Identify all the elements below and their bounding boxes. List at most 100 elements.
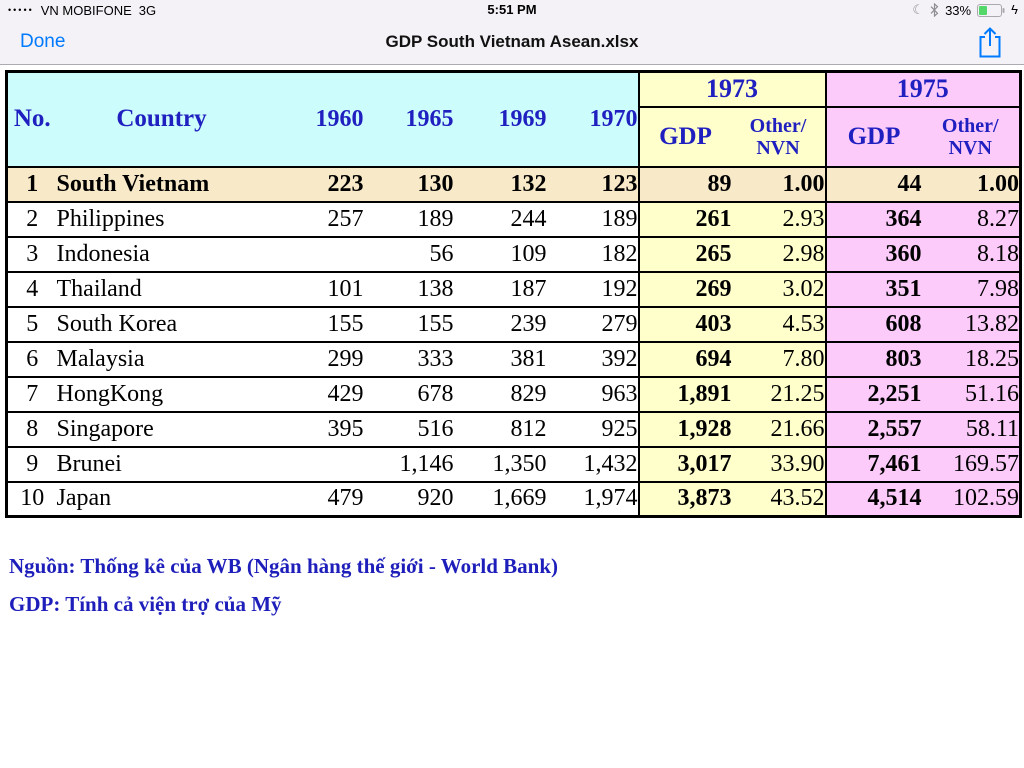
header-no: No. <box>6 71 57 167</box>
share-button[interactable] <box>974 26 1006 60</box>
table-header: No. Country 1960 1965 1969 1970 1973 197… <box>6 71 1021 167</box>
value-cell: 109 <box>453 235 547 272</box>
clock: 5:51 PM <box>487 2 537 17</box>
row-number-cell: 4 <box>6 270 57 307</box>
value-cell: 429 <box>266 375 364 412</box>
table-row: 5 South Korea 155 155 239 279 403 4.53 608 13.82 <box>6 305 1021 342</box>
value-cell: 13.82 <box>921 305 1021 342</box>
value-cell: 1,146 <box>363 445 454 482</box>
network-label: 3G <box>138 2 157 18</box>
country-cell: South Korea <box>56 305 267 342</box>
value-cell: 479 <box>266 480 364 517</box>
row-number-cell: 2 <box>6 200 57 237</box>
header-gdp-1975: GDP <box>824 106 922 167</box>
country-cell: South Vietnam <box>56 165 267 202</box>
value-cell: 169.57 <box>921 445 1021 482</box>
value-cell: 269 <box>637 270 732 307</box>
value-cell: 403 <box>637 305 732 342</box>
value-cell: 7.98 <box>921 270 1021 307</box>
header-gdp-1973: GDP <box>637 106 732 167</box>
country-cell: Philippines <box>56 200 267 237</box>
value-cell: 351 <box>824 270 922 307</box>
battery-icon <box>977 3 1005 17</box>
country-cell: Singapore <box>56 410 267 447</box>
country-cell: Brunei <box>56 445 267 482</box>
header-other-line1: Other/ <box>941 114 999 137</box>
value-cell: 192 <box>546 270 639 307</box>
battery-percent-label: 33% <box>945 2 972 18</box>
done-button[interactable]: Done <box>20 20 65 64</box>
value-cell: 1,891 <box>637 375 732 412</box>
value-cell: 4,514 <box>824 480 922 517</box>
value-cell: 155 <box>363 305 454 342</box>
value-cell: 392 <box>546 340 639 377</box>
value-cell: 920 <box>363 480 454 517</box>
row-number-cell: 8 <box>6 410 57 447</box>
value-cell: 7.80 <box>731 340 826 377</box>
value-cell: 43.52 <box>731 480 826 517</box>
row-number-cell: 10 <box>6 480 57 517</box>
value-cell <box>266 445 364 482</box>
header-country: Country <box>56 71 267 167</box>
value-cell: 101 <box>266 270 364 307</box>
value-cell: 130 <box>363 165 454 202</box>
value-cell: 299 <box>266 340 364 377</box>
country-cell: Indonesia <box>56 235 267 272</box>
value-cell: 3,873 <box>637 480 732 517</box>
status-bar: ••••• VN MOBIFONE 3G 5:51 PM ☾ 33% ϟ <box>0 0 1024 20</box>
value-cell: 1,928 <box>637 410 732 447</box>
row-number-cell: 6 <box>6 340 57 377</box>
value-cell: 4.53 <box>731 305 826 342</box>
header-other-1975: Other/ NVN <box>921 106 1021 167</box>
row-number-cell: 3 <box>6 235 57 272</box>
header-other-line2: NVN <box>756 136 800 159</box>
bluetooth-icon <box>930 3 939 17</box>
value-cell: 261 <box>637 200 732 237</box>
table-row: 4 Thailand 101 138 187 192 269 3.02 351 7.98 <box>6 270 1021 307</box>
header-year-1970: 1970 <box>546 71 639 167</box>
value-cell: 187 <box>453 270 547 307</box>
value-cell: 381 <box>453 340 547 377</box>
value-cell: 925 <box>546 410 639 447</box>
value-cell: 239 <box>453 305 547 342</box>
header-year-1960: 1960 <box>266 71 364 167</box>
value-cell: 2.98 <box>731 235 826 272</box>
header-other-line1: Other/ <box>749 114 807 137</box>
value-cell: 123 <box>546 165 639 202</box>
status-left: ••••• VN MOBIFONE 3G <box>8 0 156 20</box>
value-cell: 102.59 <box>921 480 1021 517</box>
table-row: 6 Malaysia 299 333 381 392 694 7.80 803 18.25 <box>6 340 1021 377</box>
header-year-1969: 1969 <box>453 71 547 167</box>
country-cell: HongKong <box>56 375 267 412</box>
value-cell: 2.93 <box>731 200 826 237</box>
nav-bar: Done GDP South Vietnam Asean.xlsx <box>0 20 1024 65</box>
value-cell: 18.25 <box>921 340 1021 377</box>
header-other-line2: NVN <box>948 136 992 159</box>
value-cell: 2,557 <box>824 410 922 447</box>
table-row: 3 Indonesia 56 109 182 265 2.98 360 8.18 <box>6 235 1021 272</box>
country-cell: Malaysia <box>56 340 267 377</box>
value-cell: 223 <box>266 165 364 202</box>
value-cell: 44 <box>824 165 922 202</box>
value-cell: 279 <box>546 305 639 342</box>
value-cell: 132 <box>453 165 547 202</box>
value-cell: 189 <box>546 200 639 237</box>
table-row: 10 Japan 479 920 1,669 1,974 3,873 43.52 4,514 10… <box>6 480 1021 517</box>
value-cell: 1,974 <box>546 480 639 517</box>
table-row: 7 HongKong 429 678 829 963 1,891 21.25 2,251 51.1… <box>6 375 1021 412</box>
row-number-cell: 5 <box>6 305 57 342</box>
value-cell: 1.00 <box>921 165 1021 202</box>
header-year-1965: 1965 <box>363 71 454 167</box>
country-cell: Thailand <box>56 270 267 307</box>
header-other-1973: Other/ NVN <box>731 106 826 167</box>
share-icon <box>979 27 1001 58</box>
value-cell: 265 <box>637 235 732 272</box>
value-cell: 516 <box>363 410 454 447</box>
value-cell: 812 <box>453 410 547 447</box>
value-cell: 138 <box>363 270 454 307</box>
value-cell: 189 <box>363 200 454 237</box>
document-title: GDP South Vietnam Asean.xlsx <box>385 32 639 51</box>
value-cell: 364 <box>824 200 922 237</box>
value-cell: 360 <box>824 235 922 272</box>
